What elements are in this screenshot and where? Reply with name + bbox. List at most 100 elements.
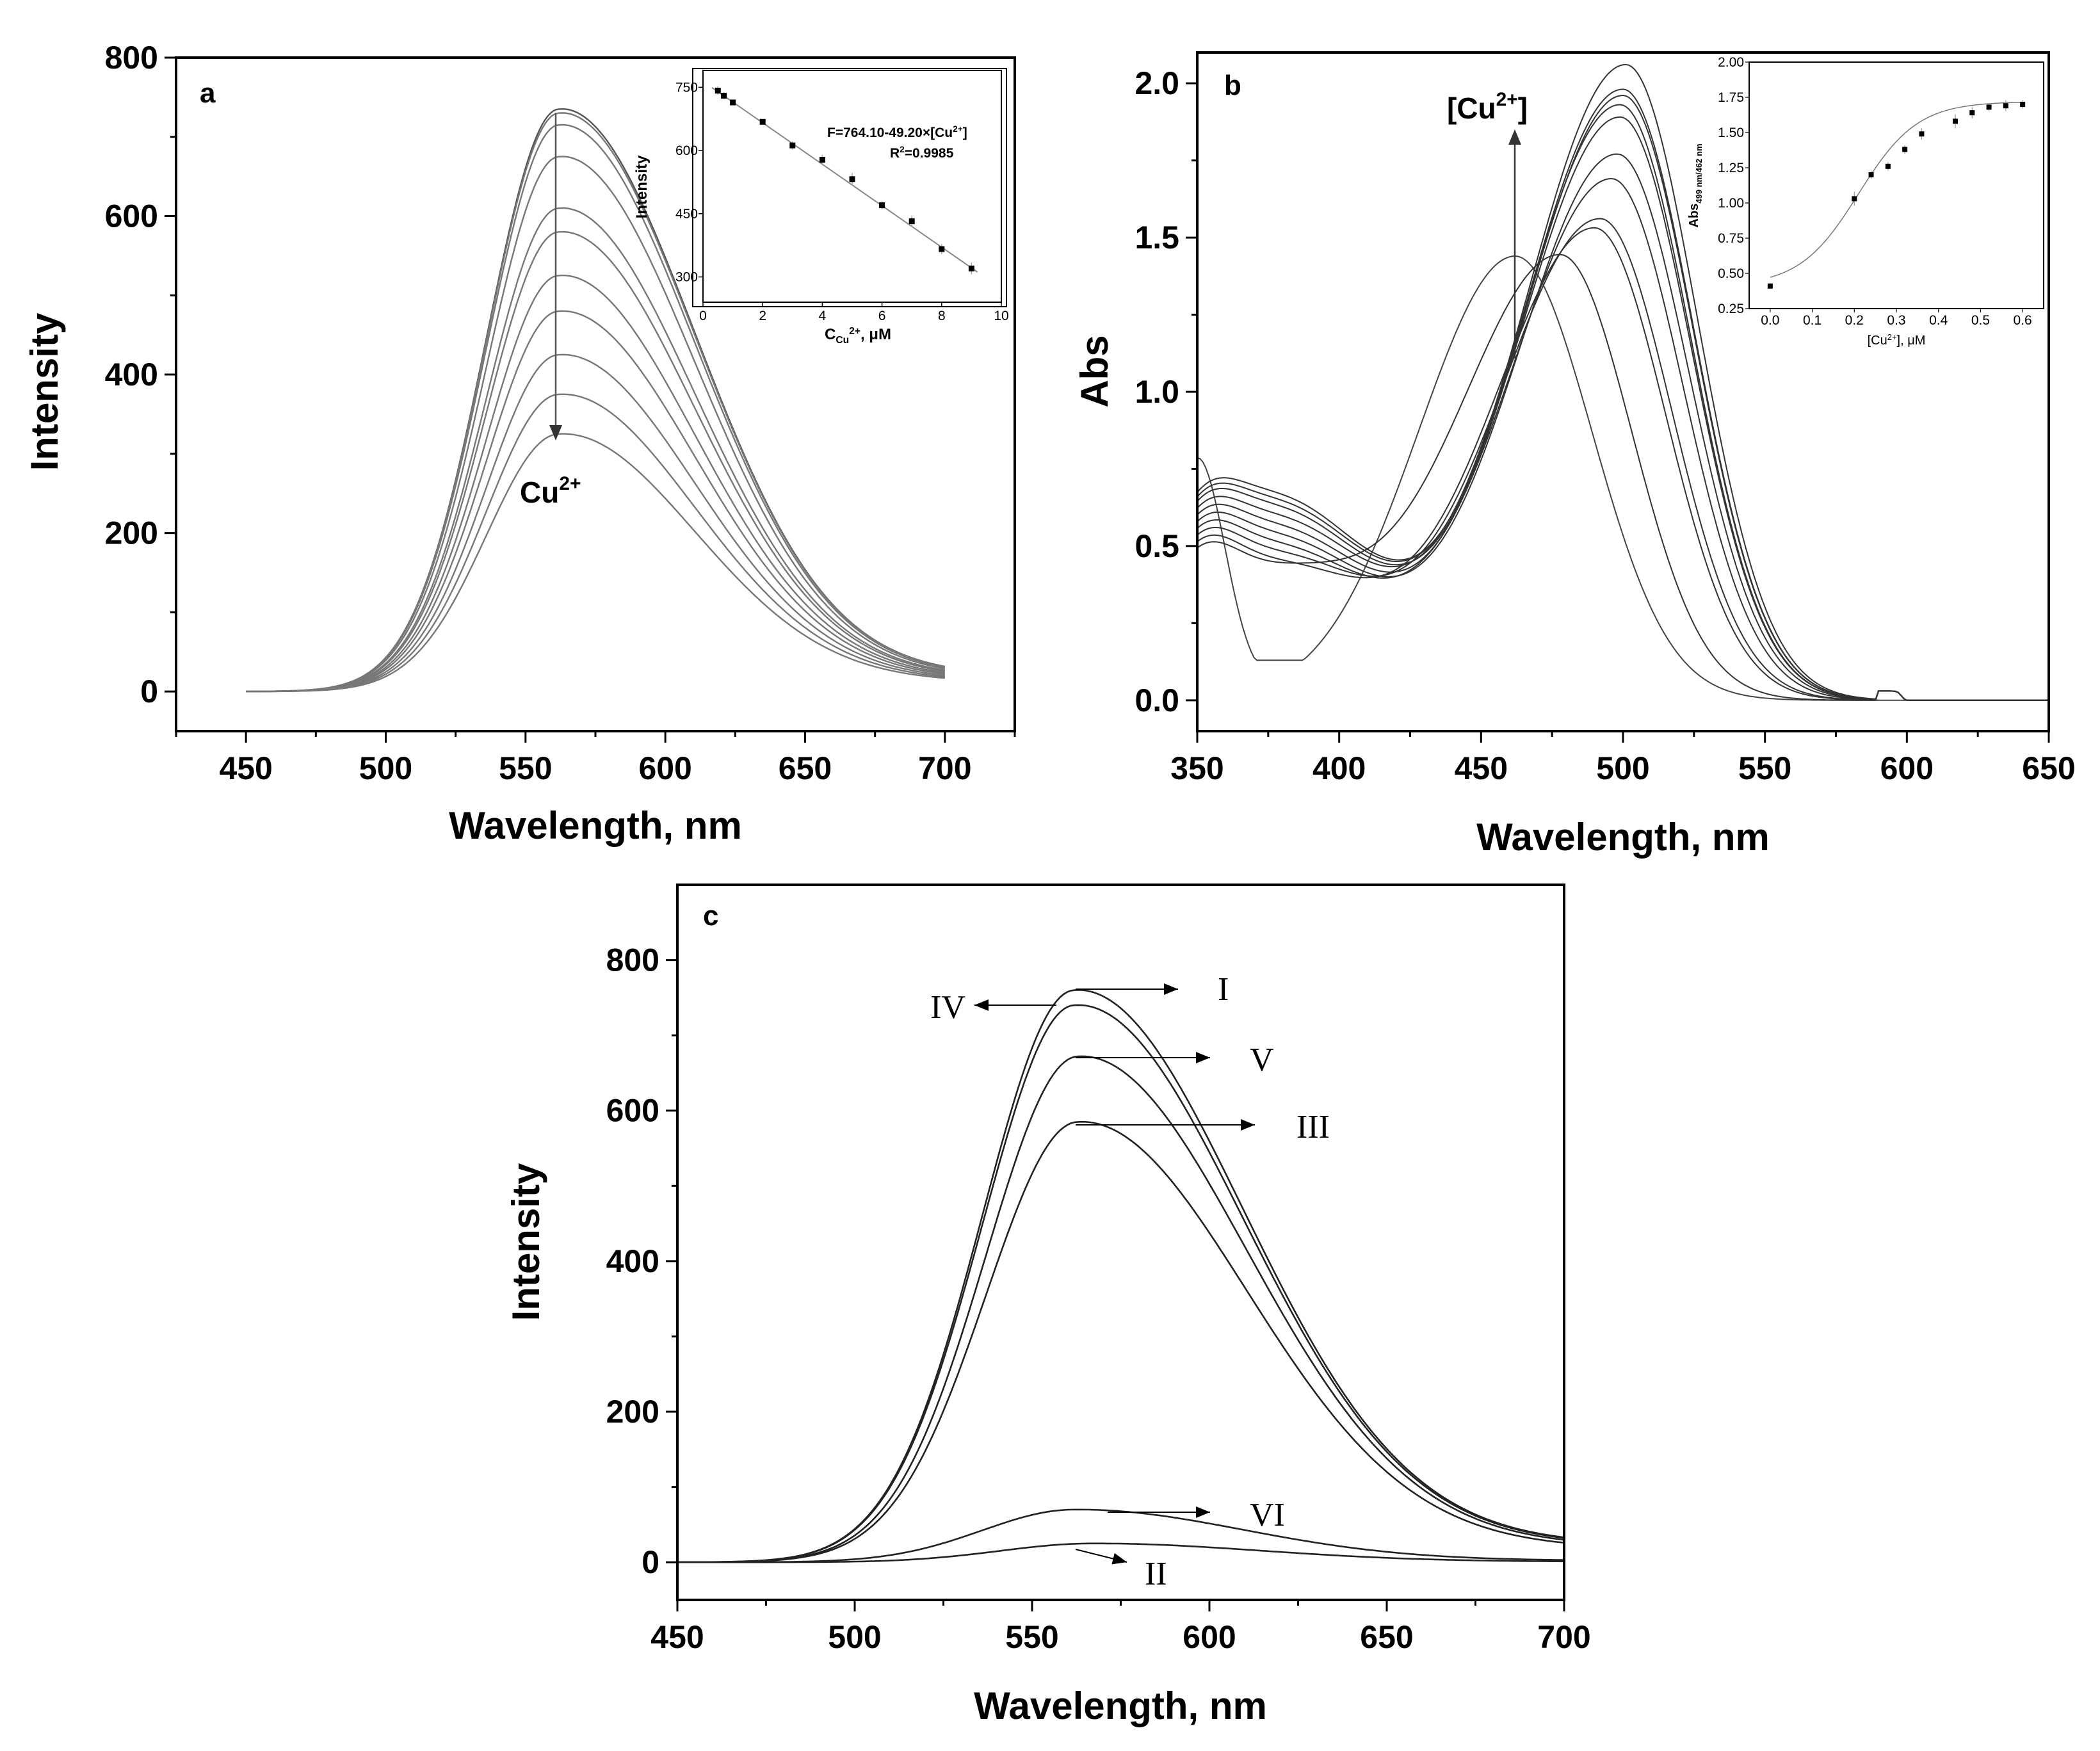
panel-a-series-line	[246, 353, 945, 693]
panel-b-axes: 350 400 450 500 550 600 650 0.0 0.5 1.0 1.5 2.0	[1135, 65, 2075, 786]
panel-c-xtick-label: 450	[650, 1619, 704, 1655]
panel-a-inset-outer-frame	[692, 68, 1007, 307]
panel-b-annotation-end: ]	[1518, 92, 1528, 125]
panel-b-inset-ytick-label: 2.00	[1718, 55, 1744, 70]
panel-c-series-line	[677, 1508, 1564, 1563]
panel-a-inset-ytick-label: 600	[675, 143, 698, 158]
panel-a-inset-ytick-label: 300	[675, 270, 698, 285]
panel-a-inset-xtick-label: 6	[878, 309, 886, 323]
panel-b-chart: 350 400 450 500 550 600 650 0.0 0.5 1.0 1.5 2.0 b […	[1073, 51, 2076, 859]
panel-b-inset-ytick-label: 0.75	[1718, 231, 1744, 246]
panel-b-annotation-sup: 2+	[1496, 89, 1518, 110]
panel-c-series-line	[677, 1055, 1565, 1563]
panel-a-inset-frame	[702, 70, 1002, 303]
panel-b-inset-point	[1919, 131, 1925, 137]
panel-b-inset-xtick-label: 0.6	[2014, 313, 2032, 328]
panel-a-annotation-text: Cu	[520, 476, 559, 509]
panel-a-ytick-label: 400	[105, 357, 158, 392]
panel-b-inset-xtick-label: 0.0	[1761, 313, 1779, 328]
panel-c-axes: 450 500 550 600 650 700 0 200 400 600 800	[606, 942, 1591, 1655]
panel-b-xtick-label: 500	[1596, 750, 1649, 786]
panel-c-label-arrowhead	[1111, 1553, 1127, 1565]
panel-b-inset-ytick-label: 0.25	[1718, 302, 1744, 316]
panel-a-arrow-head	[549, 425, 562, 440]
panel-b-inset-point	[1852, 196, 1857, 202]
panel-a-inset-point	[849, 176, 855, 182]
panel-c-xtick-label: 500	[828, 1619, 881, 1655]
panel-b-inset-point	[1885, 163, 1891, 169]
panel-a-inset-xtick-label: 4	[819, 309, 827, 323]
panel-a-xlabel: Wavelength, nm	[449, 804, 742, 847]
panel-a-inset-equation-end: ]	[963, 125, 967, 140]
panel-c-label-arrowhead	[1196, 1506, 1210, 1518]
panel-b-inset-point	[1767, 283, 1773, 289]
panel-a-inset-ytick-label: 750	[675, 80, 698, 95]
panel-c-label: c	[703, 900, 718, 932]
panel-b-inset-xlabel-text: [Cu	[1868, 334, 1887, 348]
panel-c-xtick-label: 700	[1537, 1619, 1590, 1655]
panel-b-annotation: [Cu2+]	[1447, 89, 1528, 125]
panel-a-inset-series	[711, 86, 978, 275]
panel-a-series-line	[246, 433, 945, 693]
panel-c-series-label: III	[1296, 1109, 1330, 1145]
panel-b-ylabel: Abs	[1073, 335, 1116, 407]
panel-c-series-label: VI	[1250, 1497, 1285, 1533]
panel-a-inset-point	[730, 99, 736, 106]
panel-b-inset-xtick-label: 0.4	[1929, 313, 1948, 328]
panel-b-inset-ylabel: Abs499 nm/462 nm	[1687, 143, 1704, 227]
panel-b-inset-ytick-label: 1.50	[1718, 125, 1744, 140]
panel-c-xlabel: Wavelength, nm	[974, 1684, 1267, 1727]
panel-b-inset-point	[1969, 110, 1975, 116]
panel-c-label-arrowhead	[974, 999, 989, 1011]
panel-a-inset-point	[715, 88, 721, 94]
panel-a-inset-xtick-label: 2	[759, 309, 766, 323]
panel-b-inset-ytick-label: 1.75	[1718, 90, 1744, 105]
panel-a-series-line	[246, 274, 945, 693]
panel-b-ytick-label: 0.5	[1135, 528, 1179, 564]
panel-a-inset-xlabel: CCu2+, μM	[825, 326, 891, 346]
panel-b-inset-xtick-label: 0.2	[1845, 313, 1864, 328]
panel-b-inset-xlabel: [Cu2+], μM	[1868, 332, 1926, 348]
panel-c-series-label: V	[1250, 1042, 1274, 1078]
panel-b-xtick-label: 450	[1455, 750, 1508, 786]
panel-a-inset-equation: F=764.10-49.20×[Cu2+]	[827, 124, 967, 140]
panel-a-ytick-label: 200	[105, 515, 158, 551]
panel-a-label: a	[200, 77, 216, 109]
panel-b-xtick-label: 650	[2022, 750, 2075, 786]
panel-b-inset-point	[1868, 172, 1874, 177]
panel-a-inset-xtick-label: 10	[994, 309, 1008, 323]
panel-c-series-line	[677, 1004, 1565, 1563]
panel-a-inset-xtick-label: 8	[938, 309, 946, 323]
panel-a-inset-ytick-label: 450	[675, 207, 698, 222]
panel-a-inset-r2-sup: 2	[900, 145, 905, 154]
panel-b-inset-xtick-label: 0.1	[1803, 313, 1821, 328]
panel-a-inset-xlabel-c: C	[825, 326, 836, 343]
panel-b-inset-xlabel-sup: 2+	[1887, 332, 1897, 342]
panel-b-xtick-label: 350	[1170, 750, 1224, 786]
panel-c-series-line	[677, 1120, 1565, 1563]
panel-b-xtick-label: 600	[1880, 750, 1934, 786]
panel-a-xtick-label: 500	[359, 750, 412, 786]
panel-b-xtick-label: 550	[1738, 750, 1791, 786]
panel-b-inset-ylabel-sub: 499 nm/462 nm	[1694, 143, 1704, 203]
panel-a-xtick-label: 650	[779, 750, 832, 786]
panel-a-inset-fit-line	[711, 86, 978, 273]
panel-a-inset-point	[968, 265, 974, 271]
panel-b-ytick-label: 1.0	[1135, 374, 1179, 410]
panel-a-inset-point	[939, 246, 945, 252]
panel-a-series-line	[246, 156, 945, 693]
panel-a-xtick-label: 600	[638, 750, 691, 786]
panel-b-inset-ytick-label: 1.00	[1718, 196, 1744, 211]
panel-a-ytick-label: 0	[140, 674, 158, 709]
panel-b-annotation-text: [Cu	[1447, 92, 1496, 125]
panel-c-series-group	[677, 989, 1565, 1563]
panel-c-label-arrowhead	[1164, 983, 1178, 995]
panel-c-ytick-label: 400	[606, 1243, 659, 1279]
panel-b-xlabel: Wavelength, nm	[1476, 816, 1770, 859]
panel-b-inset-series	[1767, 100, 2026, 289]
panel-a-inset-r2-label: R	[890, 146, 900, 161]
